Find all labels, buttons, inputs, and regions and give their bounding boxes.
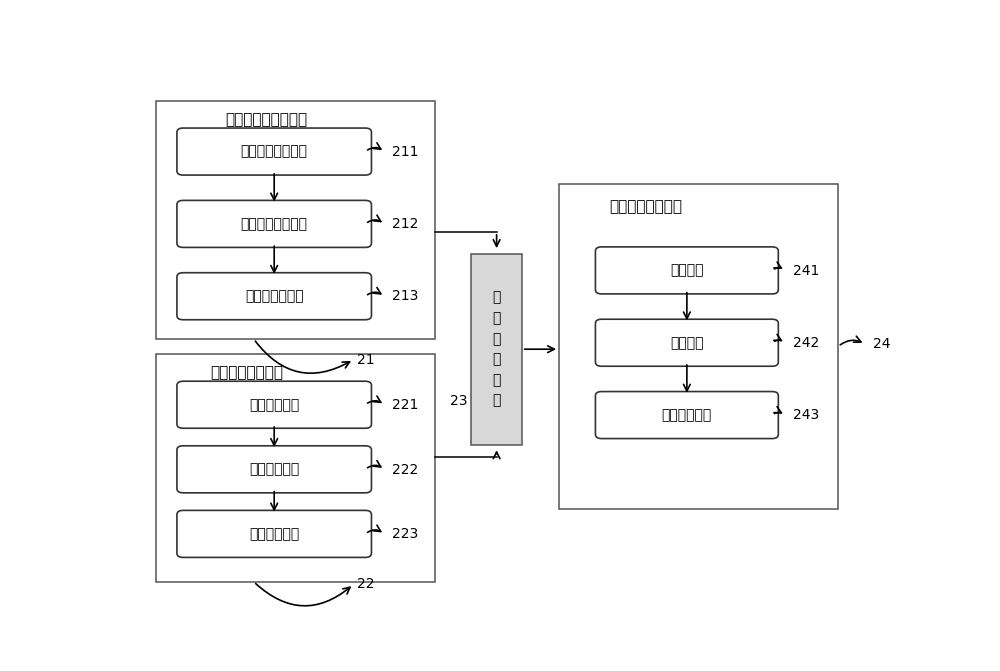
Bar xyxy=(471,254,522,445)
Bar xyxy=(559,184,838,509)
Text: 谱图划分模块: 谱图划分模块 xyxy=(249,462,299,476)
Text: 结果汇总输出模块: 结果汇总输出模块 xyxy=(609,199,682,215)
Text: 23: 23 xyxy=(450,394,468,408)
Text: 索引持久化模块: 索引持久化模块 xyxy=(245,289,304,303)
Text: 索引预取模块: 索引预取模块 xyxy=(249,398,299,412)
Text: 213: 213 xyxy=(392,289,419,303)
Bar xyxy=(156,101,435,339)
Bar xyxy=(156,354,435,582)
Text: 查
询
打
分
模
块: 查 询 打 分 模 块 xyxy=(492,291,501,408)
FancyBboxPatch shape xyxy=(595,319,778,366)
Text: 22: 22 xyxy=(358,577,375,591)
FancyBboxPatch shape xyxy=(595,247,778,294)
Text: 241: 241 xyxy=(793,264,819,278)
Text: 谱图数据准备模块: 谱图数据准备模块 xyxy=(210,365,283,380)
Text: 242: 242 xyxy=(793,336,819,350)
Text: 243: 243 xyxy=(793,409,819,422)
FancyBboxPatch shape xyxy=(177,201,371,248)
FancyBboxPatch shape xyxy=(177,272,371,320)
FancyBboxPatch shape xyxy=(177,511,371,558)
Text: 21: 21 xyxy=(358,352,375,366)
Text: 蛋白序列划分模块: 蛋白序列划分模块 xyxy=(241,144,308,158)
Text: 评价模块: 评价模块 xyxy=(670,336,704,350)
FancyBboxPatch shape xyxy=(177,128,371,175)
Text: 汇总模块: 汇总模块 xyxy=(670,264,704,277)
FancyBboxPatch shape xyxy=(595,392,778,439)
Text: 223: 223 xyxy=(392,527,419,541)
Text: 221: 221 xyxy=(392,398,419,412)
Text: 推断输出模块: 推断输出模块 xyxy=(662,408,712,422)
Text: 222: 222 xyxy=(392,462,419,476)
Text: 查询生成模块: 查询生成模块 xyxy=(249,527,299,541)
FancyBboxPatch shape xyxy=(177,381,371,428)
Text: 蛋白库索引建立模块: 蛋白库索引建立模块 xyxy=(226,112,308,127)
Text: 211: 211 xyxy=(392,145,419,159)
Text: 212: 212 xyxy=(392,217,419,231)
FancyBboxPatch shape xyxy=(177,446,371,493)
Text: 24: 24 xyxy=(873,337,890,351)
Text: 肽段索引生成模块: 肽段索引生成模块 xyxy=(241,217,308,231)
